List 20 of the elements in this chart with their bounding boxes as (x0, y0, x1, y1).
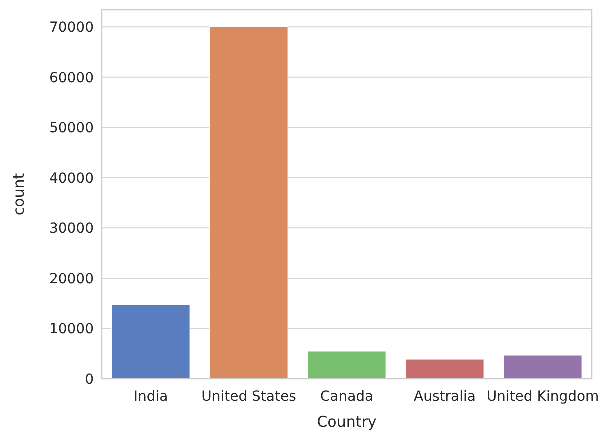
y-tick-label: 50000 (49, 120, 94, 137)
y-tick-label: 10000 (49, 322, 94, 338)
x-axis-title: Country (317, 413, 377, 431)
y-axis-title: count (10, 173, 28, 216)
bar (307, 350, 387, 380)
y-tick-label: 30000 (49, 221, 94, 238)
y-tick-label: 0 (85, 372, 94, 388)
bar (111, 304, 191, 380)
x-tick-label: India (134, 389, 168, 405)
x-tick-label: United States (202, 389, 296, 405)
x-tick-label: Canada (320, 389, 374, 405)
bar (209, 26, 289, 380)
y-tick-label: 20000 (49, 271, 94, 288)
x-tick-label: Australia (414, 389, 476, 405)
y-tick-label: 40000 (49, 170, 94, 187)
y-tick-label: 60000 (49, 70, 94, 86)
x-tick-label: United Kingdom (486, 389, 600, 405)
y-tick-label: 70000 (49, 20, 94, 36)
bar (405, 358, 485, 380)
bar (503, 354, 583, 380)
